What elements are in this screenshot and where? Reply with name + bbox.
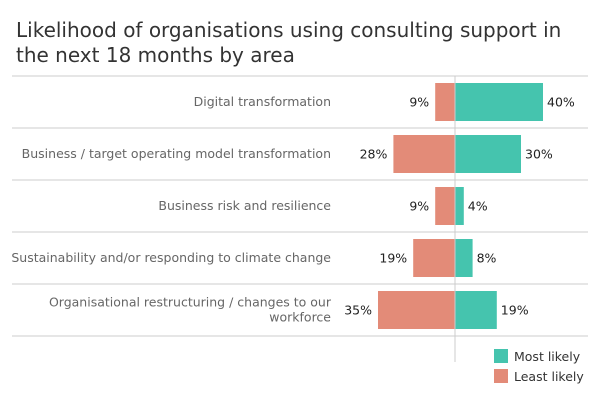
category-label: Digital transformation [194,94,331,109]
data-label-least-likely: 9% [409,199,429,214]
legend: Most likely Least likely [494,346,584,386]
data-label-most-likely: 4% [468,199,488,214]
data-label-least-likely: 19% [379,251,407,266]
bar-most-likely [455,135,521,173]
category-label: Sustainability and/or responding to clim… [11,250,331,265]
bar-least-likely [435,83,455,121]
legend-swatch-least-likely [494,369,508,383]
category-label: Business / target operating model transf… [22,146,331,161]
data-label-most-likely: 40% [547,95,575,110]
data-label-most-likely: 19% [501,303,529,318]
category-label: Organisational restructuring / changes t… [49,295,332,310]
bar-most-likely [455,239,473,277]
bar-least-likely [413,239,455,277]
bar-least-likely [378,291,455,329]
category-label: workforce [269,310,331,325]
data-label-least-likely: 9% [409,95,429,110]
data-label-most-likely: 30% [525,147,553,162]
legend-swatch-most-likely [494,349,508,363]
legend-label-least-likely: Least likely [514,368,584,384]
bar-least-likely [435,187,455,225]
data-label-least-likely: 28% [360,147,388,162]
legend-item-least-likely: Least likely [494,366,584,386]
bar-most-likely [455,187,464,225]
category-label: Business risk and resilience [158,198,331,213]
legend-item-most-likely: Most likely [494,346,584,366]
bar-most-likely [455,83,543,121]
legend-label-most-likely: Most likely [514,348,581,364]
chart-title: Likelihood of organisations using consul… [16,18,562,67]
data-label-least-likely: 35% [344,303,372,318]
data-label-most-likely: 8% [477,251,497,266]
bar-least-likely [393,135,455,173]
bar-most-likely [455,291,497,329]
